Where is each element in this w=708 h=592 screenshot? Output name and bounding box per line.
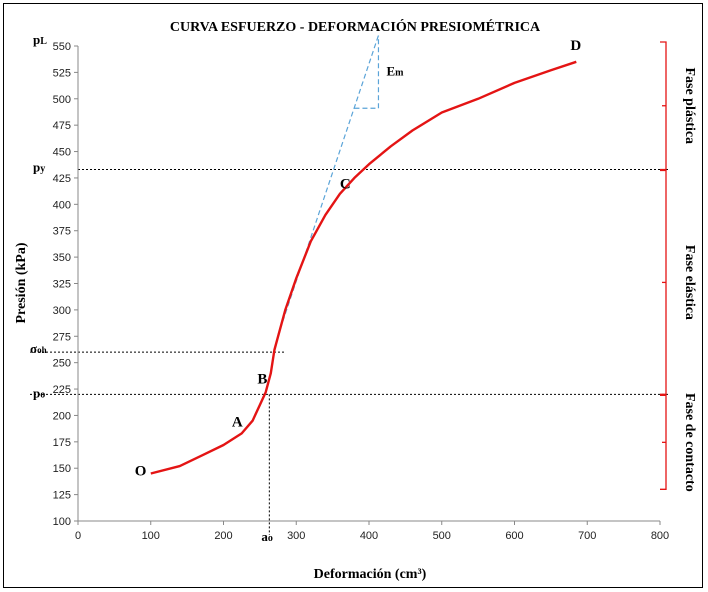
p0-mark: po [33,385,45,400]
point-label-a: A [232,414,243,430]
y-tick-label: 100 [53,516,71,528]
point-label-b: B [257,371,267,387]
y-tick-label: 150 [53,463,71,475]
axes [77,46,660,522]
a0-mark: ao [261,529,273,544]
tick-labels: 100 125 150 175 200 225 250 275 300 325 350 375 400 4… [30,32,669,544]
y-axis-label: Presión (kPa) [14,242,29,323]
y-tick-label: 325 [53,279,71,291]
point-label-d: D [570,38,581,54]
point-label-c: C [340,177,351,193]
x-tick-label: 0 [75,530,81,542]
x-tick-label: 100 [142,530,160,542]
em-label: Em [386,63,404,78]
phase-label: Fase de contacto [682,393,697,492]
series-line [150,60,577,475]
point-labels: O A B C D [135,38,582,480]
y-tick-label: 425 [53,173,71,185]
y-tick-label: 300 [53,305,71,317]
phase-bracket: Fase elástica [660,169,697,395]
x-tick-label: 600 [505,530,523,542]
x-tick-label: 400 [360,530,378,542]
y-tick-label: 275 [53,331,71,343]
point-label-o: O [135,464,147,480]
y-tick-label: 525 [53,67,71,79]
x-tick-label: 200 [214,530,232,542]
y-tick-label: 225 [53,384,71,396]
y-tick-label: 550 [53,41,71,53]
series [150,60,577,475]
y-tick-label: 175 [53,437,71,449]
py-mark: py [33,160,45,175]
phase-label: Fase elástica [682,245,697,320]
y-tick-label: 450 [53,147,71,159]
x-tick-label: 700 [578,530,596,542]
y-tick-label: 200 [53,410,71,422]
x-tick-label: 800 [651,530,669,542]
phase-bracket: Fase plástica [660,41,697,171]
chart-frame [3,3,703,588]
phase-brackets: Fase plástica Fase elástica Fase de contac… [660,41,697,492]
reference-lines [30,169,668,535]
sigma-oh-mark: σoh [30,341,47,356]
y-tick-label: 500 [53,94,71,106]
y-tick-label: 375 [53,226,71,238]
pl-mark: pL [33,32,47,47]
phase-label: Fase plástica [682,67,697,144]
y-tick-label: 400 [53,199,71,211]
x-tick-label: 300 [287,530,305,542]
phase-bracket: Fase de contacto [660,393,697,492]
x-tick-label: 500 [433,530,451,542]
y-tick-label: 125 [53,490,71,502]
y-tick-label: 475 [53,120,71,132]
y-tick-label: 250 [53,358,71,370]
y-tick-label: 350 [53,252,71,264]
chart-title: CURVA ESFUERZO - DEFORMACIÓN PRESIOMÉTRI… [170,18,541,35]
x-axis-label: Deformación (cm³) [314,567,427,582]
